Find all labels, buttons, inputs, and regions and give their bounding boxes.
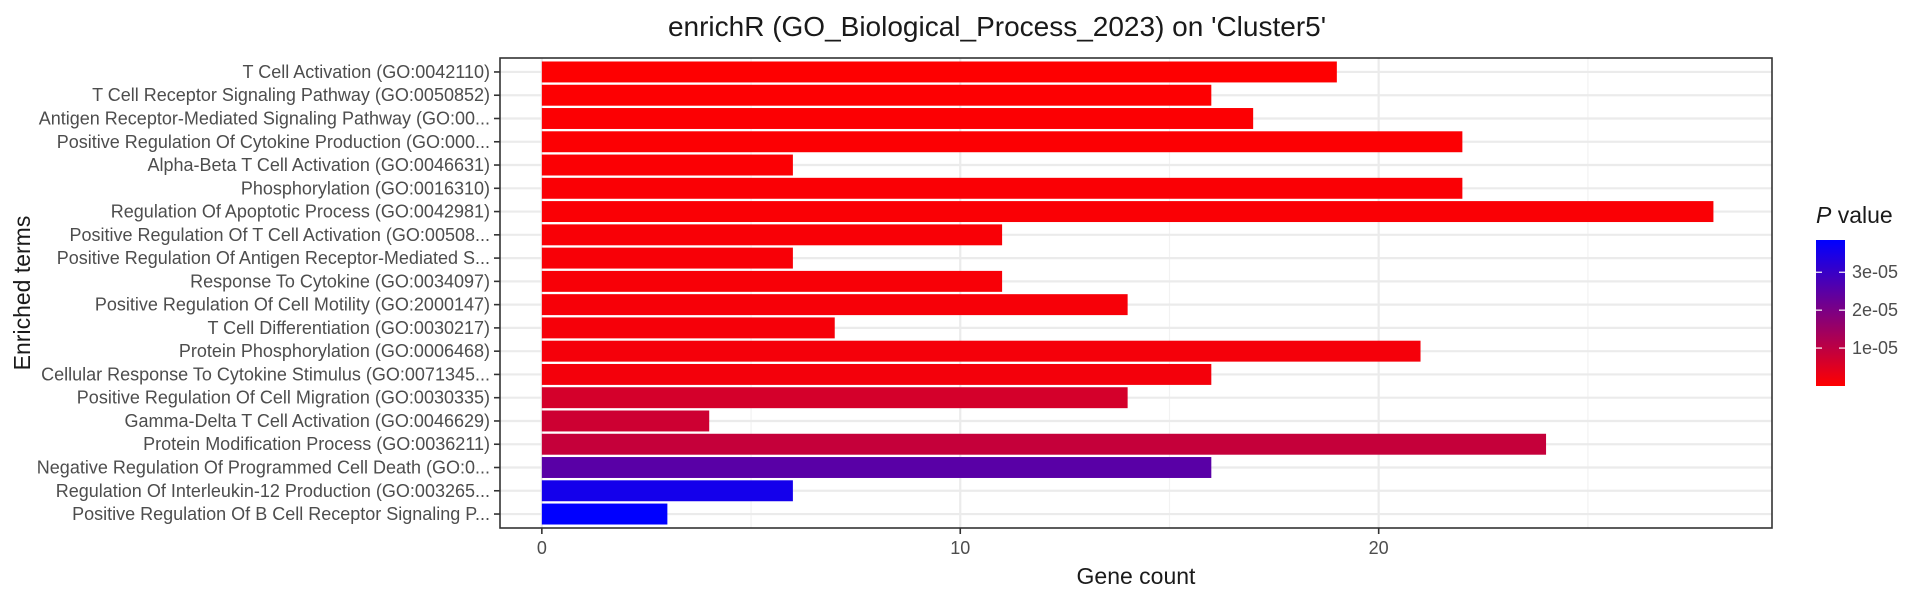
y-tick-label: Phosphorylation (GO:0016310) — [241, 178, 490, 198]
legend-title-rest: value — [1831, 202, 1892, 228]
y-tick-label: Negative Regulation Of Programmed Cell D… — [37, 458, 490, 478]
bar — [541, 433, 1547, 455]
bar — [541, 84, 1212, 106]
bar — [541, 387, 1128, 409]
bar — [541, 131, 1463, 153]
bar — [541, 503, 668, 525]
bar — [541, 363, 1212, 385]
bar — [541, 247, 793, 269]
y-tick-label: Positive Regulation Of Cell Migration (G… — [77, 388, 490, 408]
bar — [541, 177, 1463, 199]
chart-title: enrichR (GO_Biological_Process_2023) on … — [668, 11, 1326, 42]
bar — [541, 410, 710, 432]
bar — [541, 294, 1128, 316]
legend-ticks: 1e-05 2e-05 3e-05 — [1816, 262, 1898, 358]
x-tick-label: 10 — [950, 538, 970, 558]
y-tick-label: Gamma-Delta T Cell Activation (GO:004662… — [125, 411, 491, 431]
bar — [541, 457, 1212, 478]
y-axis-title: Enriched terms — [9, 216, 35, 371]
legend-tick-label: 2e-05 — [1852, 300, 1898, 320]
y-tick-label: Antigen Receptor-Mediated Signaling Path… — [39, 108, 490, 128]
y-tick-label: Positive Regulation Of Antigen Receptor-… — [57, 248, 490, 268]
panel-border — [499, 57, 1773, 529]
legend-colorbar — [1816, 240, 1845, 386]
bar — [541, 224, 1003, 246]
y-tick-label: Protein Phosphorylation (GO:0006468) — [179, 341, 490, 361]
x-tick-label: 0 — [537, 538, 547, 558]
y-tick-label: Positive Regulation Of Cytokine Producti… — [57, 132, 490, 152]
y-tick-label: T Cell Differentiation (GO:0030217) — [208, 318, 490, 338]
y-tick-label: Protein Modification Process (GO:0036211… — [143, 434, 490, 454]
bar — [541, 201, 1714, 223]
legend-title: P value — [1816, 202, 1893, 228]
bar-layer — [541, 61, 1714, 525]
bar — [541, 480, 793, 502]
y-tick-label: Positive Regulation Of Cell Motility (GO… — [95, 295, 490, 315]
legend-title-p: P — [1816, 202, 1832, 228]
y-tick-label: T Cell Receptor Signaling Pathway (GO:00… — [92, 85, 490, 105]
bar — [541, 270, 1003, 292]
legend-tick-label: 1e-05 — [1852, 338, 1898, 358]
y-tick-label: Positive Regulation Of B Cell Receptor S… — [72, 504, 490, 524]
y-tick-label: Regulation Of Apoptotic Process (GO:0042… — [111, 202, 490, 222]
y-tick-label: T Cell Activation (GO:0042110) — [243, 62, 490, 82]
x-axis: 0 10 20 — [537, 528, 1389, 558]
y-tick-label: Response To Cytokine (GO:0034097) — [190, 271, 490, 291]
y-tick-label: Alpha-Beta T Cell Activation (GO:0046631… — [147, 155, 490, 175]
y-tick-label: Regulation Of Interleukin-12 Production … — [56, 481, 490, 501]
bar — [541, 317, 835, 339]
legend-tick-label: 3e-05 — [1852, 262, 1898, 282]
y-axis: T Cell Activation (GO:0042110) T Cell Rec… — [37, 62, 500, 524]
bar — [541, 61, 1337, 83]
y-tick-label: Cellular Response To Cytokine Stimulus (… — [41, 364, 490, 384]
bar — [541, 340, 1421, 362]
y-tick-label: Positive Regulation Of T Cell Activation… — [69, 225, 490, 245]
x-axis-title: Gene count — [1077, 563, 1197, 589]
legend: P value 1e-05 2e-05 3e-05 — [1816, 202, 1898, 386]
x-tick-label: 20 — [1369, 538, 1389, 558]
bar — [541, 108, 1254, 129]
bar — [541, 154, 793, 176]
